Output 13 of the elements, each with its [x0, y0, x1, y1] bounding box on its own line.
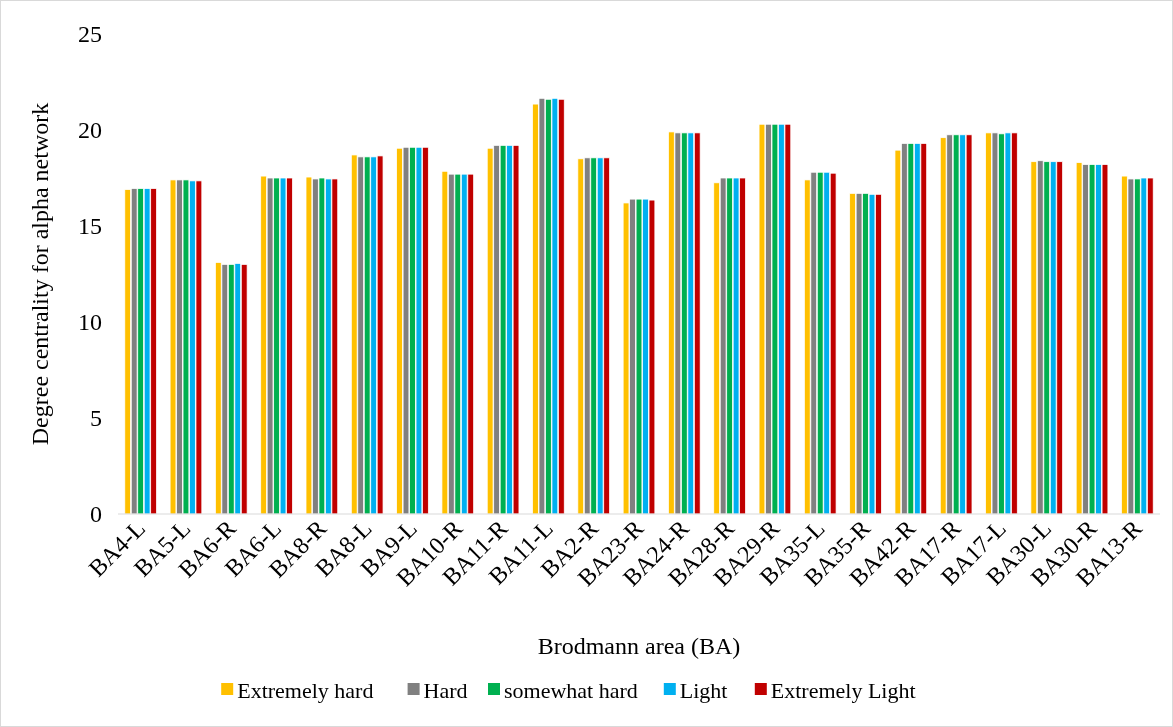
legend-label: Light	[679, 677, 728, 703]
y-axis-title: Degree centrality for alpha network	[27, 102, 53, 446]
y-tick-label: 10	[78, 309, 102, 336]
legend-label: Extremely Light	[770, 677, 916, 703]
x-axis-title: Brodmann area (BA)	[537, 633, 741, 659]
y-tick-label: 20	[78, 117, 102, 144]
y-tick-label: 25	[78, 21, 102, 48]
legend-label: Extremely hard	[237, 677, 374, 703]
y-tick-label: 0	[90, 501, 102, 528]
y-tick-label: 15	[78, 213, 102, 240]
legend-label: somewhat hard	[504, 677, 638, 703]
legend-label: Hard	[423, 677, 468, 703]
y-tick-label: 5	[90, 405, 102, 432]
